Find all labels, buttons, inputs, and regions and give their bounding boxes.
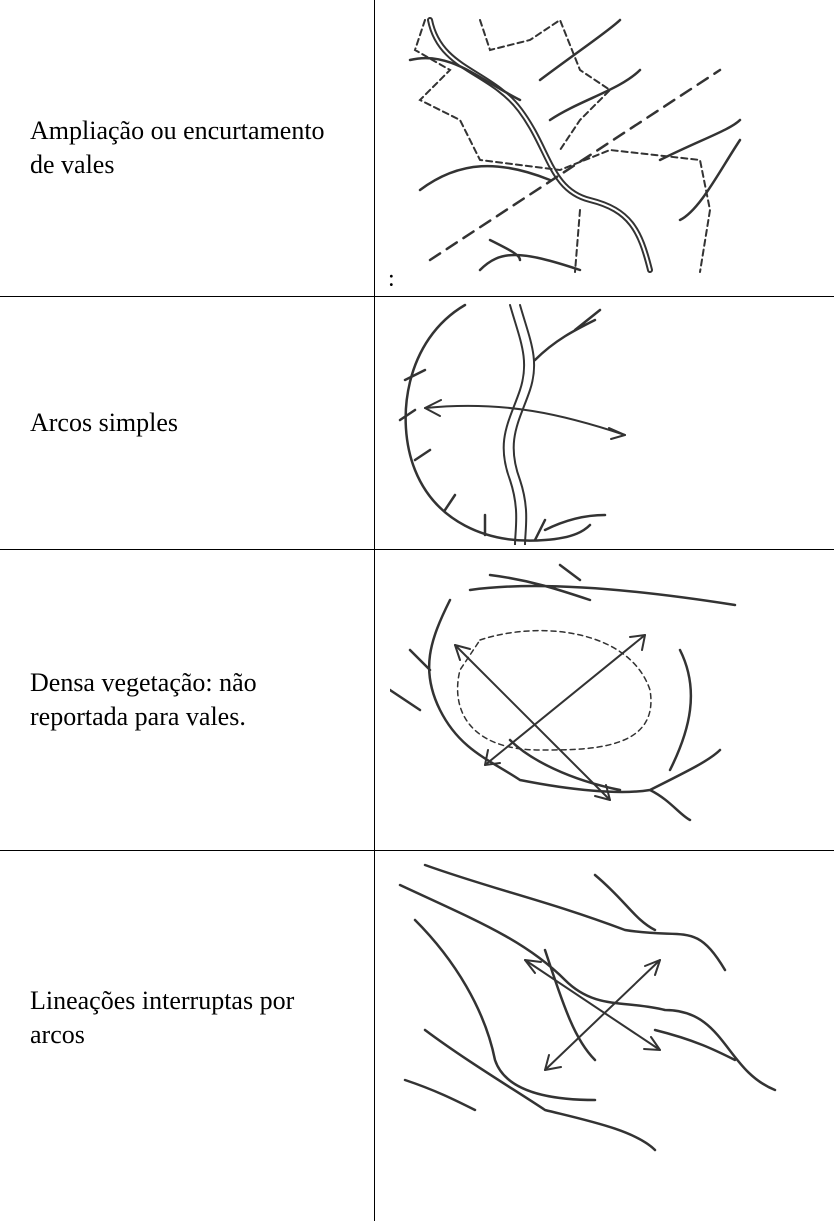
row-label: Lineações interruptas por arcos — [30, 850, 355, 1185]
label-text: Densa vegetação: não reportada para vale… — [30, 667, 257, 731]
lineation-sketch — [398, 863, 777, 1152]
row-divider — [0, 549, 834, 550]
label-text: Ampliação ou encurtamento de vales — [30, 116, 325, 179]
row-divider — [0, 850, 834, 851]
row-divider — [0, 296, 834, 297]
valley-sketch — [408, 17, 742, 273]
row-label: Arcos simples — [30, 296, 355, 549]
column-divider — [374, 0, 375, 1221]
row-label: Densa vegetação: não reportada para vale… — [30, 549, 355, 850]
label-text: Arcos simples — [30, 407, 179, 437]
vegetation-sketch — [390, 563, 737, 822]
colon-mark: : — [388, 266, 395, 292]
row-label: Ampliação ou encurtamento de vales — [30, 0, 355, 296]
arc-sketch — [398, 303, 626, 545]
label-text: Lineações interruptas por arcos — [30, 985, 295, 1049]
